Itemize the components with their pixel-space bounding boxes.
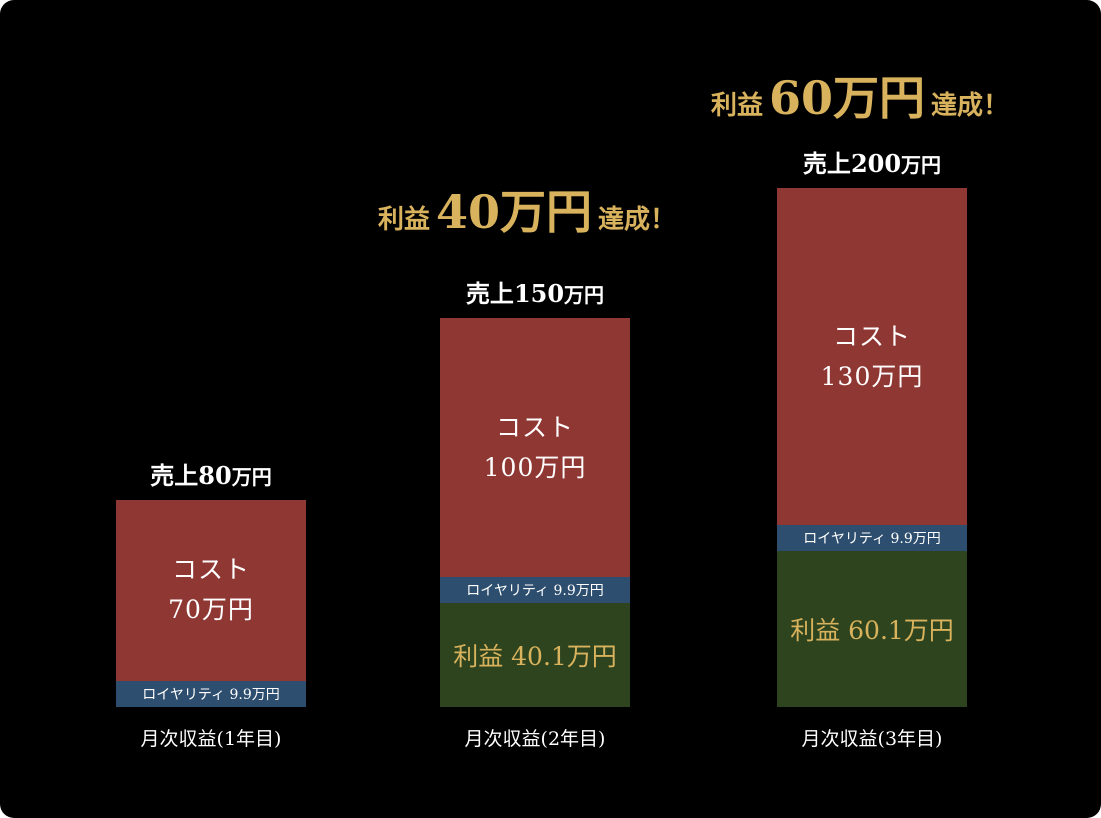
- bar-2: 利益 40.1万円 ロイヤリティ 9.9万円 コスト 100万円: [440, 317, 630, 707]
- profit-label: 利益 40.1万円: [453, 641, 617, 671]
- callout-suffix: 達成！: [931, 91, 1010, 121]
- sales-total-label: 売上80万円: [91, 456, 331, 491]
- profit-segment: 利益 60.1万円: [777, 551, 967, 707]
- cost-name-label: コスト: [495, 412, 574, 442]
- cost-amount-label: 100万円: [483, 452, 587, 482]
- sales-total-label: 売上200万円: [752, 144, 992, 179]
- bar-3: 利益 60.1万円 ロイヤリティ 9.9万円 コスト 130万円: [777, 188, 967, 707]
- bar-1: ロイヤリティ 9.9万円 コスト 70万円: [116, 499, 306, 707]
- callout-suffix: 達成！: [598, 205, 677, 235]
- sales-number: 200: [850, 149, 902, 178]
- royalty-label: ロイヤリティ 9.9万円: [466, 583, 604, 600]
- cost-segment: コスト 70万円: [116, 499, 306, 682]
- royalty-segment: ロイヤリティ 9.9万円: [777, 525, 967, 552]
- profit-achieved-callout: 利益 60万円 達成！: [711, 62, 1009, 128]
- sales-prefix: 売上: [150, 460, 199, 490]
- callout-prefix: 利益: [711, 91, 764, 121]
- sales-unit: 万円: [901, 153, 942, 177]
- cost-amount-label: 70万円: [168, 595, 254, 625]
- x-tick-label: 月次収益(1年目): [140, 728, 282, 750]
- sales-number: 80: [198, 460, 232, 490]
- cost-name-label: コスト: [171, 555, 250, 585]
- sales-number: 150: [513, 278, 565, 308]
- sales-total-label: 売上150万円: [415, 274, 655, 309]
- sales-prefix: 売上: [802, 149, 851, 178]
- royalty-label: ロイヤリティ 9.9万円: [803, 531, 941, 548]
- x-tick-label: 月次収益(2年目): [464, 728, 606, 750]
- callout-prefix: 利益: [378, 205, 431, 235]
- royalty-label: ロイヤリティ 9.9万円: [142, 687, 280, 704]
- cost-name-label: コスト: [832, 321, 911, 351]
- callout-amount: 60万円: [769, 71, 926, 125]
- cost-segment: コスト 130万円: [777, 188, 967, 526]
- profit-segment: 利益 40.1万円: [440, 602, 630, 707]
- cost-segment: コスト 100万円: [440, 317, 630, 578]
- royalty-segment: ロイヤリティ 9.9万円: [440, 577, 630, 603]
- callout-amount: 40万円: [436, 185, 593, 239]
- profit-achieved-callout: 利益 40万円 達成！: [378, 176, 676, 242]
- profit-label: 利益 60.1万円: [790, 616, 954, 646]
- cost-amount-label: 130万円: [820, 361, 924, 391]
- royalty-segment: ロイヤリティ 9.9万円: [116, 681, 306, 707]
- x-tick-label: 月次収益(3年目): [801, 728, 943, 750]
- sales-unit: 万円: [231, 464, 272, 489]
- sales-prefix: 売上: [465, 278, 514, 308]
- sales-unit: 万円: [564, 282, 605, 307]
